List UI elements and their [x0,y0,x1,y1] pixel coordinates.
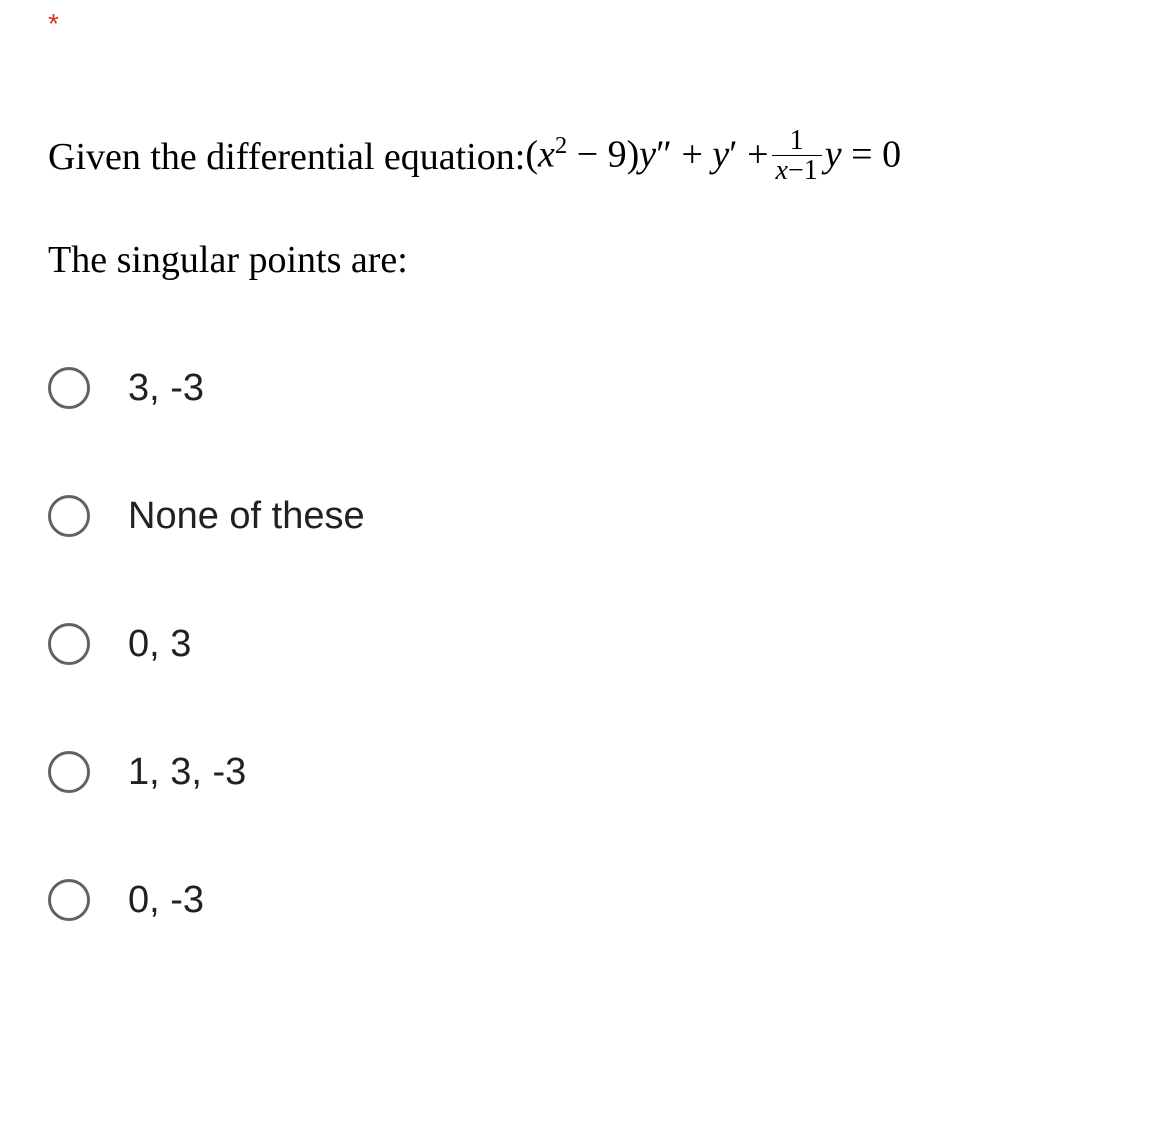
eq-y1: y [712,134,729,176]
eq-open: ( [525,134,538,176]
eq-sq: 2 [555,132,567,159]
radio-icon[interactable] [48,879,90,921]
eq-plus1: + [672,134,712,176]
option-label: 0, -3 [128,879,204,922]
option-3[interactable]: 1, 3, -3 [48,751,1125,794]
question-subtext: The singular points are: [48,238,1125,282]
option-label: 1, 3, -3 [128,751,246,794]
eq-fraction: 1x−1 [772,126,822,186]
eq-p: ′ [729,134,737,176]
eq-frac-den-x: x [776,155,788,186]
question-block: Given the differential equation: (x2 − 9… [48,128,1125,282]
eq-frac-num: 1 [786,126,808,155]
required-indicator: * [48,8,59,39]
question-container: * Given the differential equation: (x2 −… [0,0,1173,1037]
option-label: 0, 3 [128,623,191,666]
eq-minus9: − 9) [567,134,639,176]
equation: (x2 − 9)y″ + y′ +1x−1y = 0 [525,128,901,188]
eq-y0: y [825,134,842,176]
eq-pp: ″ [656,134,672,176]
options-group: 3, -3 None of these 0, 3 1, 3, -3 0, -3 [48,367,1125,922]
eq-eq0: = 0 [842,134,901,176]
option-label: None of these [128,495,365,538]
option-4[interactable]: 0, -3 [48,879,1125,922]
radio-icon[interactable] [48,367,90,409]
option-1[interactable]: None of these [48,495,1125,538]
eq-plus2: + [738,134,769,176]
radio-icon[interactable] [48,495,90,537]
option-0[interactable]: 3, -3 [48,367,1125,410]
eq-frac-den-m1: −1 [788,155,818,186]
radio-icon[interactable] [48,623,90,665]
option-label: 3, -3 [128,367,204,410]
eq-frac-den: x−1 [772,155,822,185]
eq-y2: y [639,134,656,176]
option-2[interactable]: 0, 3 [48,623,1125,666]
eq-x: x [538,134,555,176]
question-lead: Given the differential equation: [48,131,525,184]
radio-icon[interactable] [48,751,90,793]
question-stem: Given the differential equation: (x2 − 9… [48,128,1125,188]
